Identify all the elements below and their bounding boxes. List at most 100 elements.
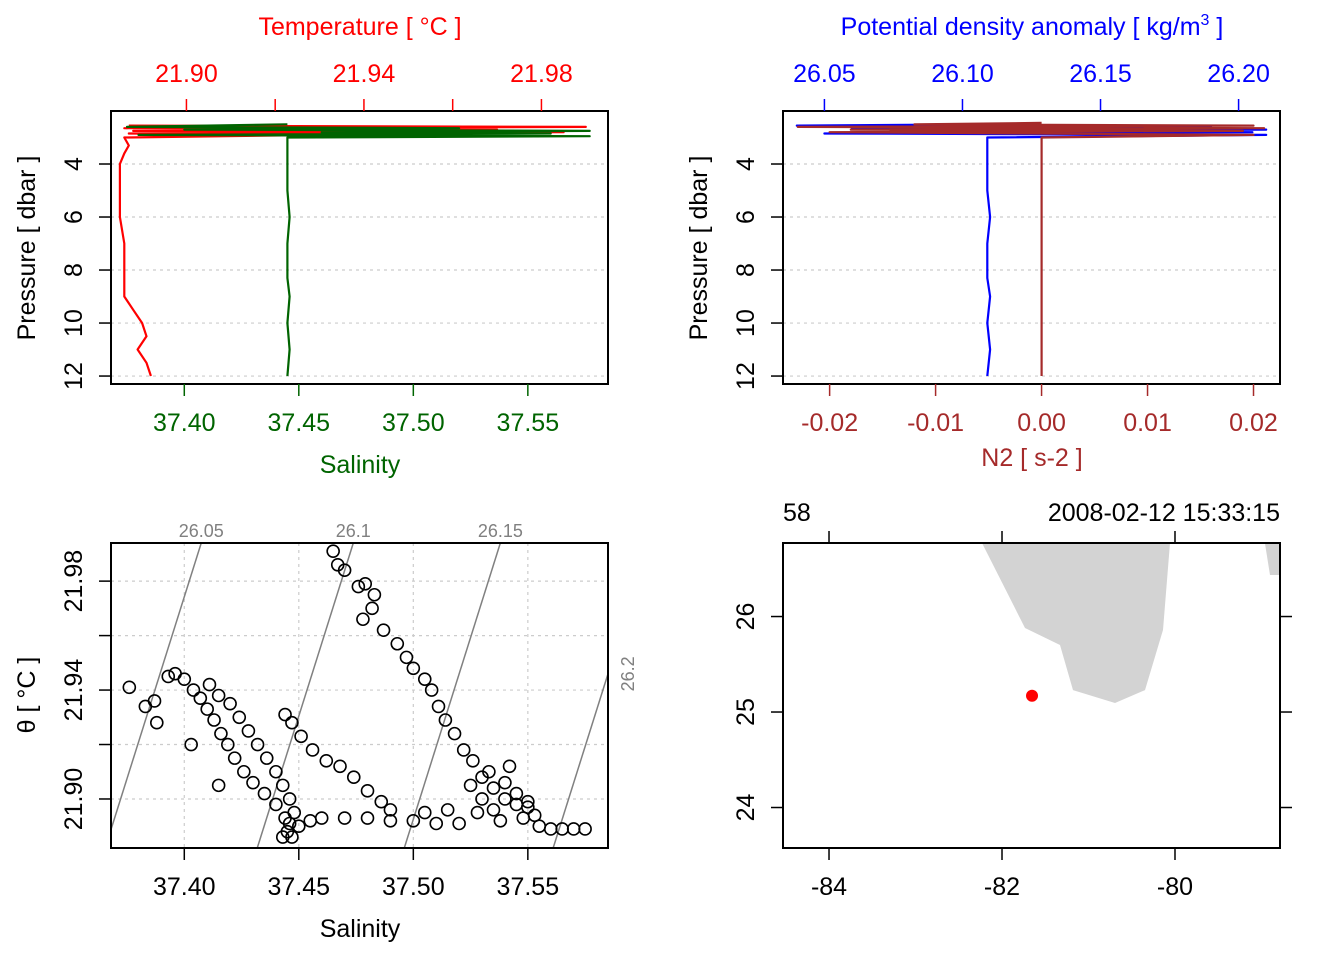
station-id-label: 58 — [783, 499, 811, 527]
ts-point — [399, 650, 414, 665]
ts-point — [211, 778, 226, 793]
ts-point — [498, 775, 512, 790]
ts-point — [232, 710, 247, 725]
bottom-axis-tick-label: 37.40 — [153, 409, 216, 437]
ts-point — [292, 819, 306, 834]
ts-point — [186, 683, 201, 697]
ts-point — [161, 669, 176, 684]
ts-point — [358, 577, 373, 591]
ts-plot-frame — [110, 542, 609, 849]
ts-point — [555, 822, 569, 836]
ts-point — [475, 792, 489, 806]
pressure-axis-title: Pressure [ dbar ] — [13, 156, 41, 341]
ts-point — [177, 672, 192, 686]
station-time-label: 2008-02-12 15:33:15 — [1048, 499, 1280, 527]
top-axis-tick-label: 21.90 — [155, 60, 218, 88]
ts-point — [250, 737, 265, 752]
ts-salinity-axis-title: Salinity — [320, 915, 401, 943]
left-axis-tick-label: 25 — [732, 698, 760, 726]
density-axis-title: Potential density anomaly [ kg/m3 ] — [841, 12, 1224, 41]
ts-point — [278, 811, 292, 825]
ts-point — [241, 724, 256, 738]
left-axis-tick-label: 21.98 — [60, 550, 88, 613]
ts-point — [566, 822, 581, 836]
ts-point — [346, 770, 361, 784]
ts-point — [337, 811, 352, 825]
ts-point — [282, 792, 297, 806]
ts-point — [516, 811, 531, 825]
ts-point — [383, 813, 398, 828]
temperature-axis-title: Temperature [ °C ] — [258, 13, 461, 41]
bottom-axis-tick-label: -0.01 — [907, 409, 964, 437]
top-axis-tick-label: 21.98 — [510, 60, 573, 88]
ts-point — [294, 729, 308, 744]
left-axis-tick-label: 6 — [60, 210, 88, 224]
theta-axis-title: θ [ °C ] — [13, 657, 41, 734]
isopycnal-label: 26.1 — [336, 521, 371, 541]
ts-point — [486, 803, 501, 817]
ts-point — [486, 781, 501, 795]
ts-point — [202, 677, 217, 692]
left-axis-tick-label: 26 — [732, 603, 760, 631]
ts-point — [502, 759, 517, 774]
top-axis-tick-label: 26.15 — [1069, 60, 1132, 88]
plot-frame — [782, 110, 1281, 385]
ts-point — [365, 601, 379, 616]
left-axis-tick-label: 4 — [732, 157, 760, 171]
ts-point — [319, 754, 334, 768]
salinity-axis-title: Salinity — [320, 451, 401, 479]
left-axis-tick-label: 12 — [732, 362, 760, 390]
isopycnal-line — [403, 542, 502, 849]
isopycnal-label: 26.15 — [478, 521, 523, 541]
station-marker — [1026, 689, 1039, 702]
ts-point — [227, 751, 242, 765]
N2-profile-line — [796, 121, 1266, 376]
isopycnal-label: 26.05 — [179, 521, 224, 541]
ts-point — [207, 713, 221, 727]
ts-point — [168, 666, 182, 681]
left-axis-tick-label: 10 — [732, 309, 760, 337]
ts-point — [470, 805, 485, 820]
ts-point — [314, 811, 329, 825]
ts-point — [424, 683, 439, 697]
ts-point — [578, 822, 592, 836]
ts-point — [493, 813, 508, 828]
ts-point — [376, 623, 391, 637]
top-axis-tick-label: 26.05 — [793, 60, 856, 88]
left-axis-tick-label: 4 — [60, 157, 88, 171]
salinity-profile-line — [125, 123, 591, 377]
bottom-axis-tick-label: 37.55 — [497, 873, 560, 901]
ts-point — [406, 813, 421, 828]
ts-point — [417, 672, 432, 686]
ts-point — [257, 786, 272, 801]
map-frame — [782, 542, 1281, 849]
n2-axis-title: N2 [ s-2 ] — [981, 444, 1082, 472]
ts-point — [356, 612, 370, 627]
top-axis-tick-label: 26.20 — [1207, 60, 1270, 88]
ts-point — [521, 794, 535, 809]
ts-point — [122, 680, 137, 695]
ts-point — [390, 636, 405, 651]
ts-point — [214, 726, 228, 741]
ts-point — [193, 691, 208, 706]
land-polygon — [982, 543, 1170, 703]
ts-point — [147, 694, 162, 708]
ts-point — [333, 759, 347, 774]
plot-frame — [110, 110, 609, 385]
ts-point — [463, 778, 478, 793]
ts-point — [237, 764, 251, 779]
temperature-profile-line — [118, 124, 587, 377]
bottom-axis-tick-label: -82 — [984, 873, 1020, 901]
isopycnal-line — [110, 542, 202, 830]
bottom-axis-tick-label: -84 — [811, 873, 847, 901]
ts-point — [417, 805, 432, 820]
ts-point — [360, 811, 375, 825]
left-axis-tick-label: 8 — [732, 263, 760, 277]
ts-point — [285, 715, 299, 730]
ts-point — [275, 778, 290, 793]
ts-point — [456, 743, 471, 757]
ts-point — [431, 699, 446, 714]
bottom-axis-tick-label: -80 — [1157, 873, 1193, 901]
ts-point — [221, 737, 235, 752]
